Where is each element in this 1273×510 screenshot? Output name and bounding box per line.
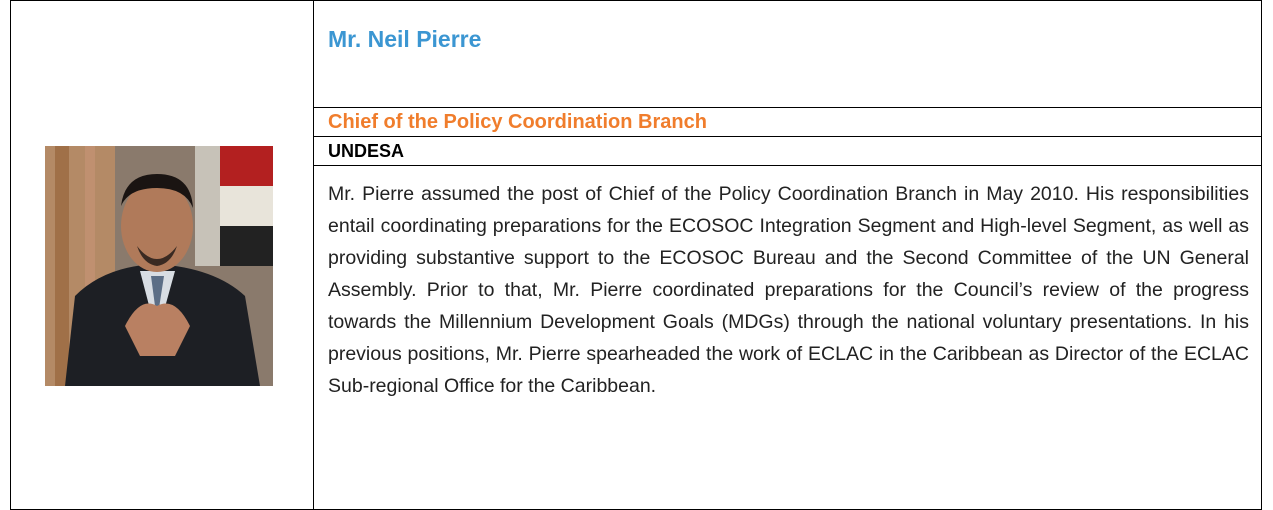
organization: UNDESA — [314, 137, 1261, 166]
person-name: Mr. Neil Pierre — [314, 1, 1261, 108]
details-cell: Mr. Neil Pierre Chief of the Policy Coor… — [314, 1, 1261, 509]
photo-cell — [11, 1, 314, 509]
portrait-photo — [45, 146, 273, 386]
biography: Mr. Pierre assumed the post of Chief of … — [314, 166, 1261, 509]
position-title: Chief of the Policy Coordination Branch — [314, 108, 1261, 137]
profile-card: Mr. Neil Pierre Chief of the Policy Coor… — [10, 0, 1262, 510]
page: {"profile": { "name": "Mr. Neil Pierre",… — [0, 0, 1273, 510]
